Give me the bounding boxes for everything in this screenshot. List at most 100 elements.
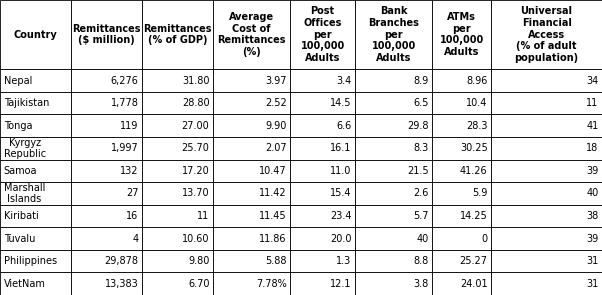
Bar: [355, 114, 432, 137]
Text: 15.4: 15.4: [330, 189, 352, 199]
Text: 31.80: 31.80: [182, 76, 209, 86]
Bar: [71, 69, 142, 92]
Text: Country: Country: [14, 30, 57, 40]
Text: 39: 39: [586, 166, 598, 176]
Text: 40: 40: [417, 234, 429, 244]
Bar: [0, 205, 71, 227]
Bar: [355, 182, 432, 205]
Bar: [0, 92, 71, 114]
Text: 17.20: 17.20: [182, 166, 209, 176]
Text: 27: 27: [126, 189, 138, 199]
Bar: [213, 160, 290, 182]
Bar: [213, 182, 290, 205]
Text: 34: 34: [586, 76, 598, 86]
Text: 14.5: 14.5: [330, 98, 352, 108]
Bar: [290, 182, 355, 205]
Text: Remittances
($ million): Remittances ($ million): [72, 24, 141, 45]
Text: 28.80: 28.80: [182, 98, 209, 108]
Bar: [290, 205, 355, 227]
Bar: [290, 273, 355, 295]
Text: 41.26: 41.26: [460, 166, 488, 176]
Text: 29,878: 29,878: [105, 256, 138, 266]
Bar: [0, 69, 71, 92]
Bar: [0, 250, 71, 273]
Text: 11: 11: [197, 211, 209, 221]
Bar: [290, 160, 355, 182]
Bar: [0, 273, 71, 295]
Bar: [142, 250, 213, 273]
Bar: [432, 182, 491, 205]
Text: 8.96: 8.96: [466, 76, 488, 86]
Bar: [432, 0, 491, 69]
Text: 0: 0: [482, 234, 488, 244]
Text: 38: 38: [586, 211, 598, 221]
Bar: [71, 114, 142, 137]
Bar: [491, 205, 602, 227]
Text: 12.1: 12.1: [330, 279, 352, 289]
Text: 11: 11: [586, 98, 598, 108]
Bar: [290, 137, 355, 160]
Bar: [432, 69, 491, 92]
Text: 2.52: 2.52: [265, 98, 287, 108]
Text: 8.8: 8.8: [414, 256, 429, 266]
Bar: [213, 92, 290, 114]
Text: 16.1: 16.1: [330, 143, 352, 153]
Text: 13,383: 13,383: [105, 279, 138, 289]
Text: Tajikistan: Tajikistan: [4, 98, 49, 108]
Text: Remittances
(% of GDP): Remittances (% of GDP): [143, 24, 212, 45]
Bar: [491, 92, 602, 114]
Bar: [491, 114, 602, 137]
Bar: [142, 69, 213, 92]
Text: 5.88: 5.88: [265, 256, 287, 266]
Text: 6,276: 6,276: [111, 76, 138, 86]
Bar: [355, 273, 432, 295]
Bar: [355, 69, 432, 92]
Text: 3.97: 3.97: [265, 76, 287, 86]
Text: 11.42: 11.42: [259, 189, 287, 199]
Text: Nepal: Nepal: [4, 76, 32, 86]
Text: 40: 40: [586, 189, 598, 199]
Bar: [355, 137, 432, 160]
Text: Kiribati: Kiribati: [4, 211, 39, 221]
Text: 2.07: 2.07: [265, 143, 287, 153]
Bar: [0, 160, 71, 182]
Text: 9.90: 9.90: [265, 121, 287, 131]
Bar: [355, 250, 432, 273]
Text: 7.78%: 7.78%: [256, 279, 287, 289]
Bar: [213, 250, 290, 273]
Bar: [432, 92, 491, 114]
Bar: [213, 69, 290, 92]
Text: Kyrgyz
Republic: Kyrgyz Republic: [4, 137, 46, 159]
Text: 29.8: 29.8: [407, 121, 429, 131]
Bar: [71, 227, 142, 250]
Text: 16: 16: [126, 211, 138, 221]
Bar: [290, 114, 355, 137]
Bar: [0, 137, 71, 160]
Bar: [432, 205, 491, 227]
Bar: [213, 227, 290, 250]
Bar: [491, 137, 602, 160]
Text: Universal
Financial
Access
(% of adult
population): Universal Financial Access (% of adult p…: [515, 6, 579, 63]
Bar: [142, 137, 213, 160]
Text: 8.9: 8.9: [414, 76, 429, 86]
Bar: [432, 114, 491, 137]
Text: 31: 31: [586, 279, 598, 289]
Text: 3.4: 3.4: [337, 76, 352, 86]
Bar: [290, 227, 355, 250]
Bar: [432, 137, 491, 160]
Text: 132: 132: [120, 166, 138, 176]
Text: Marshall
Islands: Marshall Islands: [4, 183, 45, 204]
Bar: [491, 273, 602, 295]
Bar: [290, 69, 355, 92]
Bar: [71, 273, 142, 295]
Text: 119: 119: [120, 121, 138, 131]
Bar: [290, 92, 355, 114]
Bar: [0, 227, 71, 250]
Text: 6.5: 6.5: [413, 98, 429, 108]
Text: 23.4: 23.4: [330, 211, 352, 221]
Text: Samoa: Samoa: [4, 166, 37, 176]
Text: 10.60: 10.60: [182, 234, 209, 244]
Text: 1.3: 1.3: [337, 256, 352, 266]
Text: 5.7: 5.7: [413, 211, 429, 221]
Text: ATMs
per
100,000
Adults: ATMs per 100,000 Adults: [439, 12, 484, 57]
